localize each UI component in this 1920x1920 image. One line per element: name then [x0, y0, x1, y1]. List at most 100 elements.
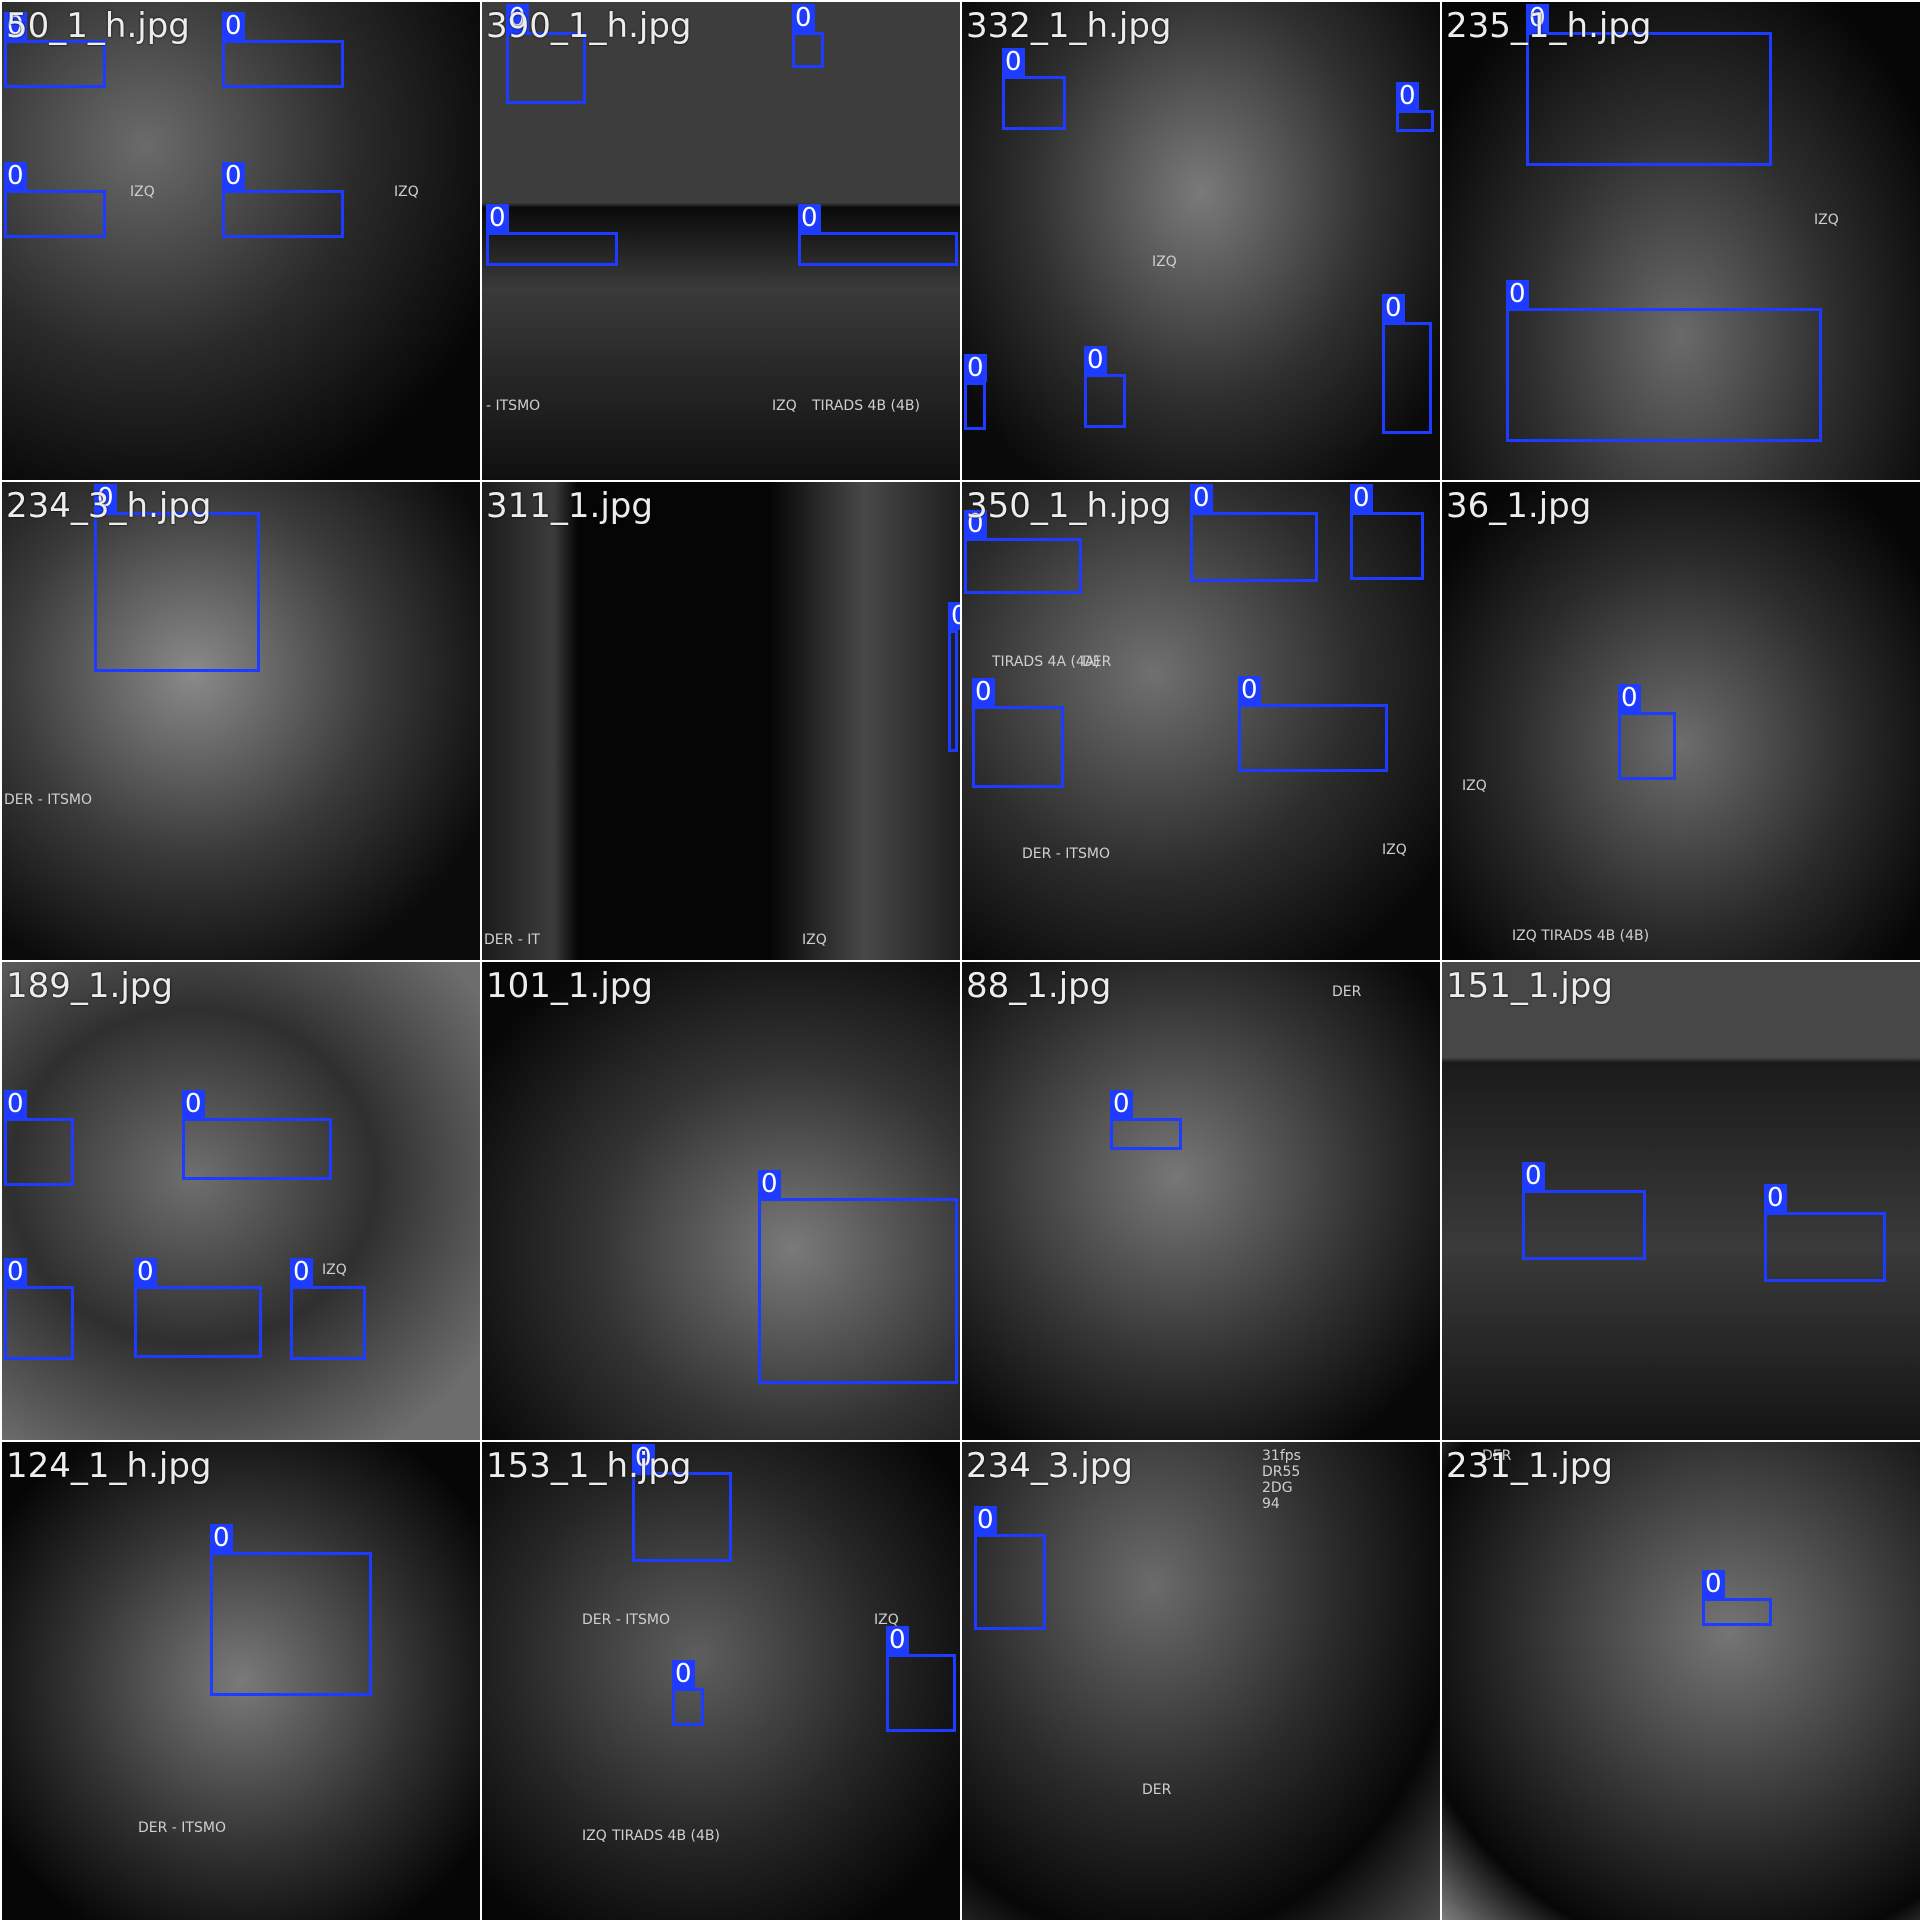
scan-annotation-label: DER	[1332, 984, 1361, 1000]
tile-filename: 101_1.jpg	[486, 966, 653, 1006]
scan-annotation-label: 94	[1262, 1496, 1280, 1512]
detection-class-tag: 0	[1110, 1090, 1133, 1118]
detection-class-tag: 0	[1764, 1184, 1787, 1212]
tile-filename: 332_1_h.jpg	[966, 6, 1172, 46]
detection-class-tag: 0	[1190, 484, 1213, 512]
mosaic-tile: DER - IT IZQ 0 311_1.jpg	[482, 482, 960, 960]
ultrasound-image	[482, 482, 960, 960]
detection-class-tag: 0	[972, 678, 995, 706]
detection-box: 0	[1238, 704, 1388, 772]
detection-box: 0	[1382, 322, 1432, 434]
scan-annotation-label: IZQ TIRADS 4B (4B)	[1512, 928, 1649, 944]
detection-box: 0	[886, 1654, 956, 1732]
scan-annotation-label: IZQ	[1814, 212, 1839, 228]
scan-annotation-label: IZQ	[772, 398, 797, 414]
detection-class-tag: 0	[1702, 1570, 1725, 1598]
scan-annotation-label: IZQ	[582, 1828, 607, 1844]
tile-filename: 235_1_h.jpg	[1446, 6, 1652, 46]
detection-class-tag: 0	[4, 1090, 27, 1118]
scan-annotation-label: 31fps	[1262, 1448, 1301, 1464]
ultrasound-image	[2, 962, 480, 1440]
detection-box: 0	[758, 1198, 958, 1384]
detection-class-tag: 0	[1396, 82, 1419, 110]
detection-class-tag: 0	[948, 602, 960, 630]
detection-box: 0	[94, 512, 260, 672]
detection-box: 0	[972, 706, 1064, 788]
detection-class-tag: 0	[134, 1258, 157, 1286]
scan-annotation-label: IZQ	[394, 184, 419, 200]
tile-filename: 350_1_h.jpg	[966, 486, 1172, 526]
mosaic-tile: TIRADS 4A (4A) DER DER - ITSMO IZQ 0 0 0 0 0 350_…	[962, 482, 1440, 960]
tile-filename: 36_1.jpg	[1446, 486, 1591, 526]
mosaic-tile: IZQ 0 0 0 0 0 332_1_h.jpg	[962, 2, 1440, 480]
scan-annotation-label: DER - ITSMO	[138, 1820, 226, 1836]
scan-annotation-label: DER	[1142, 1782, 1171, 1798]
ultrasound-image	[1442, 482, 1920, 960]
scan-annotation-label: TIRADS 4B (4B)	[612, 1828, 720, 1844]
mosaic-tile: IZQ IZQ 0 0 0 0 50_1_h.jpg	[2, 2, 480, 480]
scan-annotation-label: IZQ	[130, 184, 155, 200]
detection-box: 0	[1526, 32, 1772, 166]
detection-box: 0	[222, 40, 344, 88]
detection-class-tag: 0	[486, 204, 509, 232]
detection-box: 0	[4, 190, 106, 238]
detection-class-tag: 0	[290, 1258, 313, 1286]
detection-class-tag: 0	[222, 162, 245, 190]
scan-annotation-label: DER	[1082, 654, 1111, 670]
detection-box: 0	[1618, 712, 1676, 780]
tile-filename: 189_1.jpg	[6, 966, 173, 1006]
tile-filename: 390_1_h.jpg	[486, 6, 692, 46]
detection-class-tag: 0	[792, 4, 815, 32]
scan-annotation-label: - ITSMO	[486, 398, 540, 414]
tile-filename: 50_1_h.jpg	[6, 6, 190, 46]
detection-box: 0	[1110, 1118, 1182, 1150]
tile-filename: 234_3.jpg	[966, 1446, 1133, 1486]
detection-box: 0	[1084, 374, 1126, 428]
detection-box: 0	[4, 1286, 74, 1360]
scan-annotation-label: DR55	[1262, 1464, 1300, 1480]
detection-box: 0	[222, 190, 344, 238]
scan-annotation-label: DER - ITSMO	[582, 1612, 670, 1628]
tile-filename: 151_1.jpg	[1446, 966, 1613, 1006]
scan-annotation-label: DER - IT	[484, 932, 540, 948]
ultrasound-image	[962, 962, 1440, 1440]
detection-class-tag: 0	[4, 1258, 27, 1286]
detection-class-tag: 0	[1084, 346, 1107, 374]
detection-box: 0	[4, 40, 106, 88]
detection-box: 0	[964, 382, 986, 430]
mosaic-tile: - ITSMO IZQ TIRADS 4B (4B) 0 0 0 0 390_1_h.jpg	[482, 2, 960, 480]
detection-box: 0	[1702, 1598, 1772, 1626]
scan-annotation-label: DER - ITSMO	[4, 792, 92, 808]
detection-box: 0	[4, 1118, 74, 1186]
tile-filename: 311_1.jpg	[486, 486, 653, 526]
tile-filename: 88_1.jpg	[966, 966, 1111, 1006]
detection-box: 0	[182, 1118, 332, 1180]
ultrasound-image	[962, 2, 1440, 480]
detection-class-tag: 0	[798, 204, 821, 232]
mosaic-tile: DER - ITSMO IZQ IZQ TIRADS 4B (4B) 0 0 0 153_1_…	[482, 1442, 960, 1920]
detection-box: 0	[1506, 308, 1822, 442]
detection-box: 0	[210, 1552, 372, 1696]
detection-box: 0	[1764, 1212, 1886, 1282]
scan-annotation-label: IZQ	[1152, 254, 1177, 270]
scan-annotation-label: TIRADS 4B (4B)	[812, 398, 920, 414]
tile-filename: 234_3_h.jpg	[6, 486, 212, 526]
scan-annotation-label: IZQ	[1462, 778, 1487, 794]
detection-box: 0	[1002, 76, 1066, 130]
ultrasound-image	[1442, 1442, 1920, 1920]
detection-box: 0	[1190, 512, 1318, 582]
mosaic-tile: 0 0 151_1.jpg	[1442, 962, 1920, 1440]
mosaic-tile: DER 0 231_1.jpg	[1442, 1442, 1920, 1920]
detection-class-tag: 0	[1522, 1162, 1545, 1190]
detection-box: 0	[798, 232, 958, 266]
detection-box: 0	[1522, 1190, 1646, 1260]
ultrasound-image	[1442, 962, 1920, 1440]
detection-box: 0	[974, 1534, 1046, 1630]
detection-class-tag: 0	[758, 1170, 781, 1198]
mosaic-tile: IZQ 0 0 0 0 0 189_1.jpg	[2, 962, 480, 1440]
detection-class-tag: 0	[1382, 294, 1405, 322]
detection-box: 0	[1350, 512, 1424, 580]
detection-class-tag: 0	[1238, 676, 1261, 704]
scan-annotation-label: DER - ITSMO	[1022, 846, 1110, 862]
detection-box: 0	[134, 1286, 262, 1358]
